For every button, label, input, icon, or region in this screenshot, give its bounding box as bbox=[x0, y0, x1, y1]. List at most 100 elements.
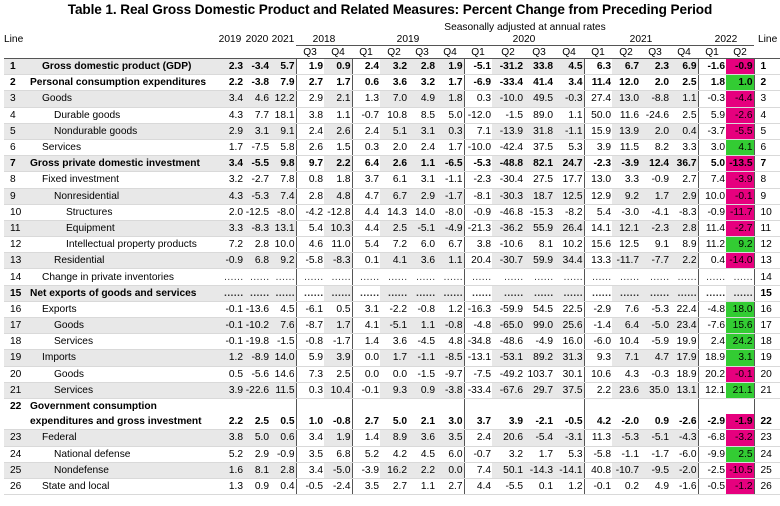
value-cell: …… bbox=[612, 285, 640, 302]
value-cell: 40.8 bbox=[583, 462, 612, 479]
value-cell: 4.4 bbox=[463, 478, 492, 496]
value-cell: -13.6 bbox=[244, 301, 270, 319]
value-cell: -8.3 bbox=[670, 204, 698, 221]
value-cell bbox=[351, 398, 380, 415]
value-cell: …… bbox=[408, 268, 436, 286]
quarter-header: Q2 bbox=[612, 45, 640, 59]
line-number: 19 bbox=[4, 349, 30, 367]
line-number: 1 bbox=[4, 58, 30, 76]
value-cell: 18.1 bbox=[270, 107, 296, 124]
value-cell: 4.9 bbox=[408, 90, 436, 108]
value-cell: -5.0 bbox=[640, 317, 670, 335]
value-cell: 9.2 bbox=[270, 252, 296, 270]
value-cell: 3.8 bbox=[463, 236, 492, 254]
value-cell: 5.3 bbox=[554, 446, 584, 463]
value-cell: -4.5 bbox=[408, 333, 436, 351]
value-cell: 54.5 bbox=[524, 301, 554, 319]
value-cell: -4.4 bbox=[726, 90, 754, 108]
value-cell: 0.4 bbox=[270, 478, 296, 496]
value-cell: -1.7 bbox=[324, 333, 352, 351]
value-cell: 2.7 bbox=[436, 478, 464, 496]
quarter-header: Q3 bbox=[408, 45, 436, 59]
value-cell: -36.2 bbox=[492, 220, 524, 238]
row-label: Services bbox=[30, 382, 216, 399]
line-number: 2 bbox=[4, 74, 30, 92]
value-cell: 3.6 bbox=[408, 252, 436, 270]
table-row: 13 Residential -0.9 6.8 9.2 -5.8 -8.3 0.1 4.1 3.6… bbox=[4, 252, 780, 270]
value-cell: -48.6 bbox=[492, 333, 524, 351]
value-cell: -49.2 bbox=[492, 366, 524, 383]
value-cell: 0.8 bbox=[295, 171, 324, 189]
value-cell: -24.6 bbox=[640, 107, 670, 124]
value-cell: 14.3 bbox=[380, 204, 408, 221]
value-cell: 1.1 bbox=[408, 478, 436, 496]
quarter-header: Q4 bbox=[554, 45, 584, 59]
value-cell: 17.9 bbox=[670, 349, 698, 367]
value-cell: 12.1 bbox=[612, 220, 640, 238]
table-row: 19 Imports 1.2 -8.9 14.0 5.9 3.9 0.0 1.7 -1.1 -8.5… bbox=[4, 349, 780, 367]
quarter-year: 2020 bbox=[464, 33, 584, 46]
value-cell: 6.8 bbox=[244, 252, 270, 270]
value-cell: 7.0 bbox=[380, 90, 408, 108]
value-cell: -5.5 bbox=[492, 478, 524, 496]
value-cell: 9.3 bbox=[583, 349, 612, 367]
annual-year: 2020 bbox=[245, 33, 269, 45]
value-cell: -0.1 bbox=[216, 317, 244, 335]
quarter-header: Q3 bbox=[524, 45, 554, 59]
value-cell: 10.4 bbox=[612, 333, 640, 351]
value-cell: 2.2 bbox=[408, 462, 436, 479]
value-cell: 1.6 bbox=[216, 462, 244, 479]
value-cell: 2.5 bbox=[726, 446, 754, 463]
value-cell: 3.7 bbox=[463, 414, 492, 431]
value-cell: 4.8 bbox=[324, 188, 352, 205]
value-cell: -4.8 bbox=[463, 317, 492, 335]
line-number: 22 bbox=[10, 401, 22, 413]
value-cell: 6.3 bbox=[583, 58, 612, 76]
value-cell: -2.2 bbox=[380, 301, 408, 319]
value-cell: 3.2 bbox=[492, 446, 524, 463]
quarter-header: Q4 bbox=[670, 45, 698, 59]
value-cell: …… bbox=[612, 268, 640, 286]
value-cell: 2.4 bbox=[408, 139, 436, 157]
value-cell: -1.1 bbox=[436, 171, 464, 189]
value-cell: -0.8 bbox=[436, 317, 464, 335]
value-cell: 1.2 bbox=[436, 301, 464, 319]
value-cell: …… bbox=[463, 285, 492, 302]
value-cell: …… bbox=[380, 268, 408, 286]
value-cell: 2.5 bbox=[670, 74, 698, 92]
value-cell: 2.2 bbox=[324, 155, 352, 173]
value-cell: 5.4 bbox=[351, 236, 380, 254]
value-cell: 3.1 bbox=[408, 171, 436, 189]
value-cell: -5.0 bbox=[324, 462, 352, 479]
value-cell: -0.3 bbox=[697, 90, 726, 108]
value-cell: 82.1 bbox=[524, 155, 554, 173]
value-cell: 1.7 bbox=[324, 74, 352, 92]
value-cell: 11.0 bbox=[324, 236, 352, 254]
value-cell: 24.2 bbox=[726, 333, 754, 351]
line-number-right: 26 bbox=[753, 478, 780, 496]
row-label: Government consumption bbox=[30, 401, 157, 413]
table-row: 20 Goods 0.5 -5.6 14.6 7.3 2.5 0.0 0.0 -1.5 -9.7 -7… bbox=[4, 366, 780, 383]
value-cell: -0.7 bbox=[351, 107, 380, 124]
line-number: 20 bbox=[4, 366, 30, 383]
value-cell: -1.2 bbox=[726, 478, 754, 496]
line-number: 14 bbox=[4, 268, 30, 286]
value-cell: -12.0 bbox=[463, 107, 492, 124]
value-cell: 11.6 bbox=[612, 107, 640, 124]
value-cell: 16.0 bbox=[554, 333, 584, 351]
value-cell: -2.6 bbox=[670, 414, 698, 431]
value-cell: 3.4 bbox=[554, 74, 584, 92]
value-cell: 2.4 bbox=[697, 333, 726, 351]
value-cell: 24.7 bbox=[554, 155, 584, 173]
value-cell: …… bbox=[670, 285, 698, 302]
value-cell: 7.4 bbox=[270, 188, 296, 205]
value-cell: -1.6 bbox=[670, 478, 698, 496]
value-cell: 4.8 bbox=[436, 333, 464, 351]
value-cell: 3.3 bbox=[216, 220, 244, 238]
value-cell: 19.9 bbox=[670, 333, 698, 351]
value-cell: -4.9 bbox=[436, 220, 464, 238]
line-number: 17 bbox=[4, 317, 30, 335]
value-cell: 2.3 bbox=[640, 58, 670, 76]
value-cell: -5.3 bbox=[612, 429, 640, 447]
value-cell: 13.0 bbox=[612, 90, 640, 108]
